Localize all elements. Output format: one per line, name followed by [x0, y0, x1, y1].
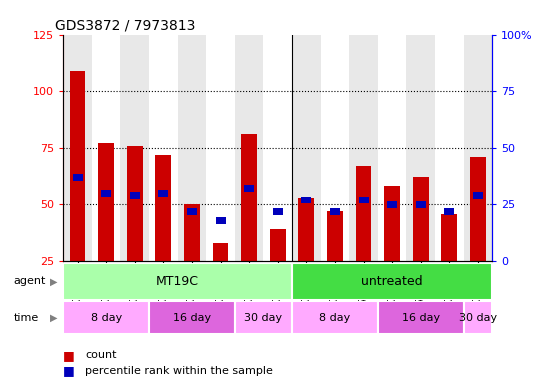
Bar [378, 35, 406, 261]
Bar [241, 134, 257, 261]
Text: ▶: ▶ [50, 313, 57, 323]
Bar [127, 146, 142, 261]
Bar [270, 229, 285, 261]
Bar [149, 35, 178, 261]
Bar [292, 35, 321, 261]
Bar [330, 208, 340, 215]
Bar [349, 35, 378, 261]
Text: 8 day: 8 day [320, 313, 350, 323]
Bar [327, 211, 343, 261]
Bar [301, 197, 311, 204]
Bar [416, 201, 426, 208]
Bar [98, 143, 114, 261]
Bar [73, 174, 82, 181]
Bar [63, 263, 292, 300]
Text: 16 day: 16 day [173, 313, 211, 323]
Bar [216, 217, 225, 224]
Bar [387, 201, 397, 208]
Bar [63, 301, 149, 334]
Bar [378, 301, 464, 334]
Bar [92, 35, 120, 261]
Bar [120, 35, 149, 261]
Bar [235, 35, 263, 261]
Text: 30 day: 30 day [459, 313, 497, 323]
Bar [178, 35, 206, 261]
Text: 30 day: 30 day [244, 313, 283, 323]
Text: untreated: untreated [361, 275, 423, 288]
Text: ■: ■ [63, 349, 75, 362]
Text: agent: agent [14, 276, 46, 286]
Bar [244, 185, 254, 192]
Text: MT19C: MT19C [156, 275, 199, 288]
Bar [384, 186, 400, 261]
Bar [235, 301, 292, 334]
Bar [206, 35, 235, 261]
Bar [406, 35, 435, 261]
Bar [435, 35, 464, 261]
Bar [213, 243, 228, 261]
Bar [273, 208, 283, 215]
Bar [263, 35, 292, 261]
Bar [101, 190, 111, 197]
Bar [149, 301, 235, 334]
Bar [299, 198, 314, 261]
Bar [356, 166, 371, 261]
Bar [473, 192, 483, 199]
Bar [464, 35, 492, 261]
Text: 16 day: 16 day [402, 313, 440, 323]
Text: ■: ■ [63, 364, 75, 377]
Bar [442, 214, 457, 261]
Bar [130, 192, 140, 199]
Bar [63, 35, 92, 261]
Bar [156, 155, 171, 261]
Bar [292, 301, 378, 334]
Bar [464, 301, 492, 334]
Bar [359, 197, 369, 204]
Bar [158, 190, 168, 197]
Text: percentile rank within the sample: percentile rank within the sample [85, 366, 273, 376]
Text: GDS3872 / 7973813: GDS3872 / 7973813 [54, 18, 195, 32]
Bar [184, 205, 200, 261]
Bar [292, 263, 492, 300]
Text: ▶: ▶ [50, 276, 57, 286]
Text: 8 day: 8 day [91, 313, 122, 323]
Bar [70, 71, 85, 261]
Text: time: time [14, 313, 39, 323]
Bar [187, 208, 197, 215]
Bar [470, 157, 486, 261]
Bar [321, 35, 349, 261]
Bar [413, 177, 428, 261]
Text: count: count [85, 350, 117, 360]
Bar [444, 208, 454, 215]
